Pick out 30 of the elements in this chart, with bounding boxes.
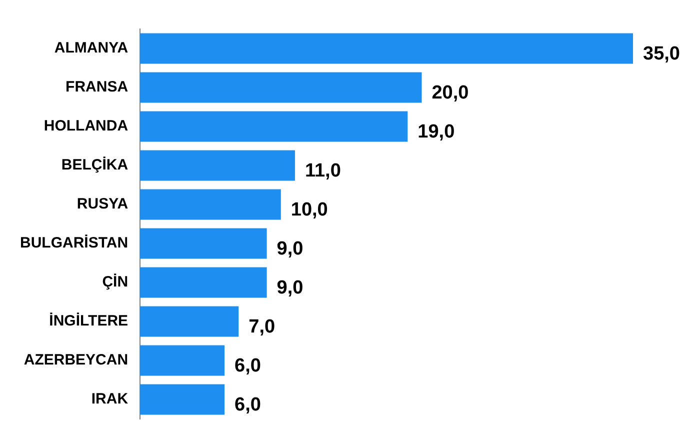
y-tick-label: AZERBEYCAN [24, 352, 128, 369]
y-tick-label: BULGARİSTAN [20, 234, 128, 252]
bar [140, 267, 267, 298]
data-label: 9,0 [276, 278, 304, 299]
y-tick-label: FRANSA [66, 78, 128, 96]
y-tick-label: IRAK [91, 390, 128, 408]
bar [140, 111, 408, 142]
y-tick-label: BELÇİKA [61, 156, 128, 174]
y-tick-label: ALMANYA [54, 40, 128, 57]
data-label: 7,0 [248, 316, 276, 338]
data-label: 19,0 [418, 122, 455, 143]
bar [140, 72, 422, 103]
bar [140, 384, 225, 415]
bar [140, 189, 281, 220]
y-tick-label: ÇİN [102, 274, 128, 291]
data-label: 6,0 [234, 356, 261, 377]
bar [140, 306, 239, 337]
bar [140, 345, 225, 376]
data-label: 20,0 [432, 82, 469, 104]
data-label: 35,0 [643, 44, 680, 65]
bar [140, 150, 295, 181]
y-tick-label: İNGİLTERE [49, 312, 128, 330]
data-label: 11,0 [304, 160, 341, 182]
data-label: 10,0 [290, 200, 328, 221]
data-label: 6,0 [234, 394, 261, 416]
bar [140, 33, 633, 64]
bar [140, 228, 267, 259]
y-tick-label: HOLLANDA [44, 118, 128, 135]
data-label: 9,0 [276, 238, 304, 260]
y-tick-label: RUSYA [76, 196, 128, 213]
